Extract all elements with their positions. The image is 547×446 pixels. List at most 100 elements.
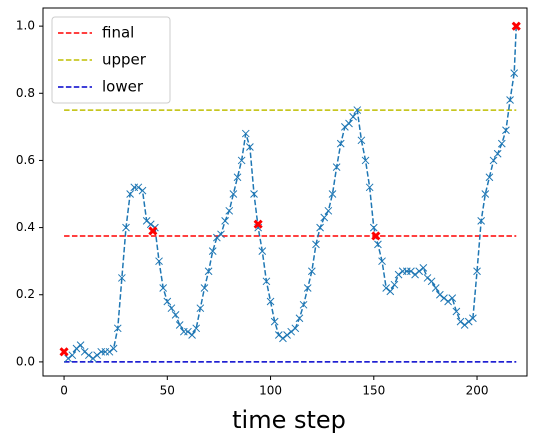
trace-marker	[307, 267, 316, 276]
legend-box	[51, 16, 171, 104]
trace-marker	[473, 267, 481, 276]
trace-marker	[250, 190, 258, 198]
trace-marker	[138, 186, 147, 195]
trace-marker	[200, 284, 209, 292]
trace-marker	[456, 317, 465, 326]
trace-marker	[328, 190, 337, 198]
trace-marker	[89, 354, 97, 363]
trace-marker	[113, 324, 122, 333]
legend-label: lower	[102, 78, 144, 96]
x-tick-label: 50	[160, 384, 175, 398]
trace-marker	[155, 257, 163, 266]
y-tick-label: 1.0	[16, 19, 35, 33]
x-tick-label: 150	[362, 384, 385, 398]
y-tick-label: 0.2	[16, 287, 35, 301]
trace-marker	[163, 297, 172, 306]
highlight-marker	[253, 219, 263, 229]
trace-marker	[105, 347, 114, 356]
trace-marker	[419, 264, 428, 272]
legend-label: upper	[102, 51, 147, 69]
trace-marker	[246, 143, 254, 151]
trace-marker	[171, 311, 180, 319]
trace-marker	[423, 274, 432, 282]
trace-marker	[440, 294, 448, 302]
trace-marker	[192, 324, 201, 333]
trace-marker	[80, 347, 89, 356]
trace-marker	[353, 106, 362, 114]
trace-marker	[134, 183, 143, 192]
trace-marker	[295, 314, 304, 323]
trace-marker	[444, 297, 452, 306]
x-tick-label: 200	[466, 384, 489, 398]
trace-marker	[497, 139, 506, 148]
trace-marker	[184, 327, 192, 336]
trace-marker	[64, 354, 73, 363]
trace-marker	[345, 119, 353, 128]
trace-marker	[357, 136, 366, 145]
trace-marker	[411, 270, 419, 279]
trace-marker	[221, 217, 229, 225]
trace-marker	[213, 233, 221, 242]
trace-marker	[506, 96, 514, 104]
y-tick-label: 0.8	[16, 86, 35, 100]
trace-marker	[394, 270, 403, 279]
trace-marker	[427, 277, 436, 286]
trace-marker	[274, 331, 283, 339]
trace-marker	[436, 290, 444, 299]
trace-marker	[349, 112, 357, 121]
trace-marker	[316, 223, 324, 232]
trace-marker	[493, 149, 502, 158]
trace-marker	[431, 284, 440, 292]
trace-marker	[464, 317, 473, 326]
trace-marker	[76, 341, 85, 349]
x-tick-label: 0	[60, 384, 68, 398]
trace-marker	[291, 324, 300, 333]
trace-marker	[217, 230, 225, 239]
trace-marker	[312, 240, 320, 249]
trace-marker	[452, 307, 461, 316]
trace-marker	[460, 321, 469, 329]
trace-marker	[485, 173, 494, 182]
trace-marker	[68, 351, 77, 360]
trace-marker	[407, 267, 415, 276]
trace-marker	[109, 344, 118, 353]
x-axis-label: time step	[232, 406, 346, 434]
trace-marker	[365, 183, 374, 192]
trace-marker	[266, 297, 275, 306]
trace-marker	[502, 126, 510, 135]
trace-marker	[332, 163, 341, 172]
trace-marker	[481, 190, 490, 198]
trace-marker	[142, 217, 151, 225]
trace-marker	[270, 317, 279, 326]
trace-marker	[303, 284, 312, 292]
trace-marker	[448, 294, 457, 302]
trace-marker	[374, 240, 382, 249]
trace-marker	[175, 321, 184, 329]
highlight-marker	[371, 231, 381, 241]
trace-marker	[188, 331, 196, 339]
trace-marker	[287, 327, 296, 336]
trace-marker	[415, 267, 424, 276]
trace-marker	[208, 247, 217, 255]
trace-marker	[196, 304, 205, 313]
trace-marker	[93, 351, 101, 360]
trace-marker	[126, 190, 134, 198]
trace-marker	[233, 173, 242, 182]
trace-marker	[320, 213, 329, 222]
trace-marker	[258, 247, 267, 255]
highlight-marker	[148, 226, 158, 236]
trace-marker	[341, 123, 349, 131]
trace-marker	[262, 277, 271, 286]
trace-marker	[72, 344, 81, 353]
trace-marker	[237, 156, 246, 165]
trace-marker	[386, 287, 395, 296]
trace-marker	[378, 257, 386, 266]
trace-marker	[241, 129, 250, 138]
trace-marker	[279, 334, 287, 343]
trace-marker	[324, 206, 333, 215]
highlight-marker	[59, 347, 69, 357]
trace-marker	[146, 220, 155, 229]
trace-marker	[382, 284, 391, 292]
trace-marker	[369, 223, 378, 232]
